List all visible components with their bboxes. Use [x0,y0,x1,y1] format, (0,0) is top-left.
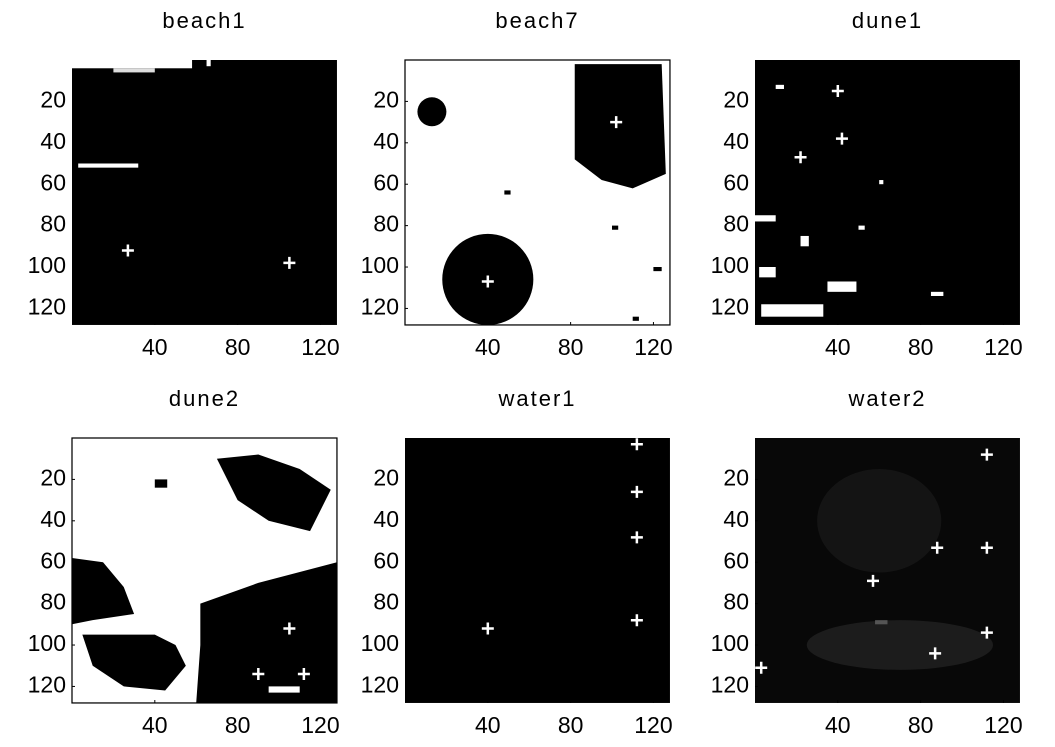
y-tick-label: 60 [373,547,399,573]
x-tick-label: 40 [142,712,168,738]
x-tick-label: 40 [142,334,168,360]
y-tick-label: 60 [723,547,749,573]
y-tick-label: 120 [28,294,66,320]
x-tick-label: 80 [225,334,251,360]
y-tick-label: 60 [40,169,66,195]
y-tick-label: 40 [40,506,66,532]
point-marker [630,614,643,627]
point-marker [481,622,494,635]
image-water2 [755,438,1020,703]
point-marker [252,668,265,681]
x-tick-label: 120 [301,334,339,360]
y-tick-label: 120 [28,672,66,698]
point-marker [980,448,993,461]
point-marker [929,647,942,660]
point-marker [630,531,643,544]
point-marker [121,244,134,257]
x-tick-label: 80 [908,334,934,360]
y-tick-label: 80 [723,589,749,615]
y-tick-label: 100 [711,252,749,278]
point-marker [755,661,768,674]
x-tick-label: 120 [301,712,339,738]
panel-title: dune1 [852,8,923,33]
panel-title: beach1 [162,8,246,33]
y-tick-label: 40 [373,128,399,154]
point-marker [297,668,310,681]
y-tick-label: 120 [361,294,399,320]
y-tick-label: 40 [723,506,749,532]
x-tick-label: 120 [634,334,672,360]
y-tick-label: 120 [711,294,749,320]
x-tick-label: 80 [908,712,934,738]
point-marker [794,151,807,164]
x-tick-label: 80 [558,712,584,738]
y-tick-label: 80 [40,211,66,237]
y-tick-label: 60 [40,547,66,573]
y-tick-label: 40 [373,506,399,532]
y-tick-label: 80 [723,211,749,237]
x-tick-label: 40 [825,712,851,738]
image-water1 [405,438,670,703]
point-marker [481,275,494,288]
y-tick-label: 100 [711,630,749,656]
y-tick-label: 100 [361,252,399,278]
y-tick-label: 100 [361,630,399,656]
image-beach1 [72,60,337,325]
image-beach7 [404,59,671,326]
y-tick-label: 80 [373,589,399,615]
y-tick-label: 20 [40,86,66,112]
point-marker [835,132,848,145]
panel-title: water2 [847,386,926,411]
y-tick-label: 40 [723,128,749,154]
panel-title: dune2 [169,386,240,411]
point-marker [283,256,296,269]
y-tick-label: 40 [40,128,66,154]
image-dune2 [71,437,338,704]
y-tick-label: 20 [723,464,749,490]
y-tick-label: 20 [723,86,749,112]
x-tick-label: 120 [984,334,1022,360]
point-marker [980,541,993,554]
y-tick-label: 20 [373,464,399,490]
y-tick-label: 20 [40,464,66,490]
x-tick-label: 40 [475,712,501,738]
y-tick-label: 20 [373,86,399,112]
x-tick-label: 40 [825,334,851,360]
x-tick-label: 120 [984,712,1022,738]
point-marker [610,116,623,129]
x-tick-label: 80 [558,334,584,360]
x-tick-label: 80 [225,712,251,738]
y-tick-label: 80 [373,211,399,237]
panel-title: beach7 [495,8,579,33]
point-marker [867,574,880,587]
image-dune1 [755,60,1020,325]
point-marker [630,485,643,498]
y-tick-label: 100 [28,252,66,278]
y-tick-label: 120 [711,672,749,698]
y-tick-label: 100 [28,630,66,656]
panel-title: water1 [497,386,576,411]
y-tick-label: 60 [373,169,399,195]
point-marker [931,541,944,554]
point-marker [283,622,296,635]
y-tick-label: 60 [723,169,749,195]
point-marker [630,438,643,451]
y-tick-label: 80 [40,589,66,615]
point-marker [980,626,993,639]
x-tick-label: 40 [475,334,501,360]
point-marker [831,85,844,98]
y-tick-label: 120 [361,672,399,698]
x-tick-label: 120 [634,712,672,738]
